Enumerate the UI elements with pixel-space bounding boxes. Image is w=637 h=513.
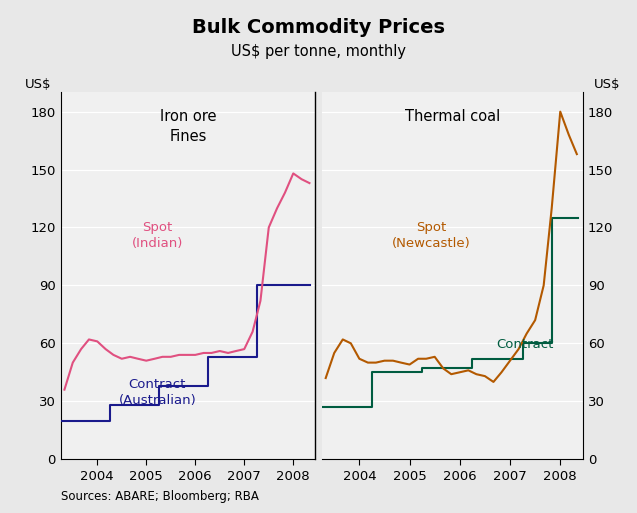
Text: US$ per tonne, monthly: US$ per tonne, monthly <box>231 44 406 58</box>
Text: US$: US$ <box>594 77 620 90</box>
Text: Contract
(Australian): Contract (Australian) <box>118 379 196 407</box>
Text: Bulk Commodity Prices: Bulk Commodity Prices <box>192 18 445 37</box>
Text: Spot
(Newcastle): Spot (Newcastle) <box>392 221 471 250</box>
Text: Contract: Contract <box>497 338 554 351</box>
Text: Iron ore
Fines: Iron ore Fines <box>160 109 216 144</box>
Text: Spot
(Indian): Spot (Indian) <box>132 221 183 250</box>
Text: Sources: ABARE; Bloomberg; RBA: Sources: ABARE; Bloomberg; RBA <box>61 490 259 503</box>
Text: Thermal coal: Thermal coal <box>404 109 500 124</box>
Text: US$: US$ <box>25 77 52 90</box>
